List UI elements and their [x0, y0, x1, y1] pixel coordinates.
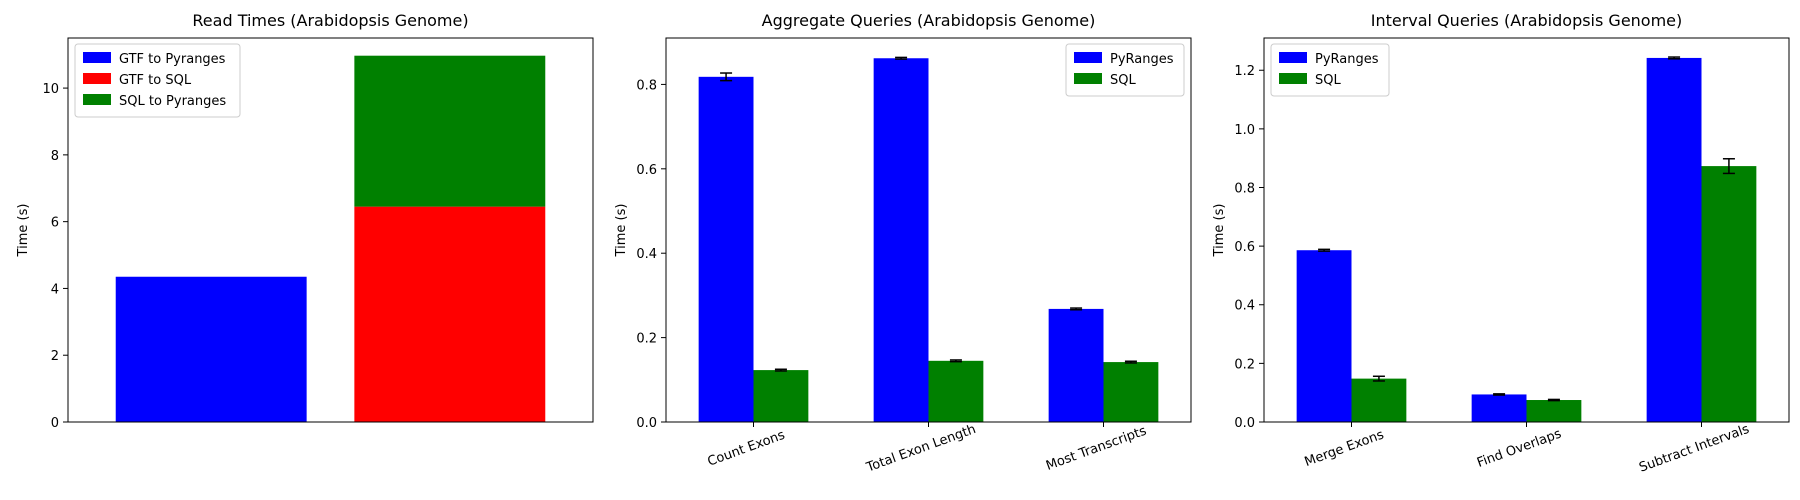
y-tick-label: 2 — [51, 349, 59, 364]
legend: PyRanges SQL — [1065, 43, 1185, 97]
y-tick-label: 0.4 — [1234, 299, 1255, 314]
y-tick-label: 0.6 — [636, 163, 657, 178]
chart-panel-3: Interval Queries (Arabidopsis Genome) 0.0… — [1212, 11, 1790, 476]
legend-label: PyRanges — [1315, 52, 1379, 67]
bar-sql-3 — [1701, 166, 1757, 422]
plot-frame — [67, 37, 594, 423]
legend-label: SQL — [1110, 73, 1136, 88]
y-tick-label: 0.2 — [636, 332, 657, 347]
y-tick-label: 0.0 — [636, 416, 657, 431]
plot-frame — [1263, 37, 1790, 423]
plot-frame — [665, 37, 1192, 423]
bar-gtf-to-sql — [354, 206, 546, 422]
y-axis-label: Time (s) — [16, 204, 31, 258]
chart-title: Aggregate Queries (Arabidopsis Genome) — [762, 11, 1096, 30]
legend: PyRanges SQL — [1270, 43, 1390, 97]
y-tick-label: 0.0 — [1234, 416, 1255, 431]
chart-panel-1: Read Times (Arabidopsis Genome) 0 2 4 6 8 10 Ti… — [16, 11, 594, 431]
legend-label: GTF to SQL — [119, 73, 192, 88]
legend-swatch — [83, 94, 111, 105]
x-tick-label: Merge Exons — [1303, 427, 1387, 470]
y-axis-label: Time (s) — [614, 204, 629, 258]
y-tick-label: 8 — [51, 149, 59, 164]
legend-swatch — [1279, 73, 1307, 84]
y-tick-label: 0.8 — [636, 78, 657, 93]
bar-sql-to-pyranges — [354, 55, 546, 207]
legend-swatch — [83, 73, 111, 84]
bar-sql-1 — [1351, 378, 1407, 422]
bar-sql-3 — [1103, 362, 1159, 422]
y-axis-label: Time (s) — [1212, 204, 1227, 258]
x-tick-label: Subtract Intervals — [1637, 422, 1751, 476]
y-tick-label: 0.4 — [636, 247, 657, 262]
legend-label: GTF to Pyranges — [119, 52, 226, 67]
chart-title: Read Times (Arabidopsis Genome) — [192, 11, 468, 30]
x-tick-label: Count Exons — [706, 428, 788, 470]
legend-swatch — [1074, 52, 1102, 63]
bar-sql-1 — [753, 370, 809, 422]
y-tick-label: 1.0 — [1234, 123, 1255, 138]
bar-sql-2 — [1526, 400, 1582, 422]
legend-swatch — [1074, 73, 1102, 84]
legend-label: SQL — [1315, 73, 1341, 88]
legend: GTF to Pyranges GTF to SQL SQL to Pyranges — [74, 43, 241, 118]
legend-swatch — [1279, 52, 1307, 63]
y-tick-label: 10 — [42, 82, 59, 97]
y-tick-label: 1.2 — [1234, 64, 1255, 79]
y-tick-label: 4 — [51, 282, 59, 297]
x-tick-label: Total Exon Length — [864, 422, 978, 476]
bar-gtf-to-pyranges — [115, 276, 307, 422]
x-tick-label: Find Overlaps — [1475, 426, 1564, 470]
bar-pyranges-1 — [698, 76, 754, 423]
chart-title: Interval Queries (Arabidopsis Genome) — [1371, 11, 1683, 30]
y-tick-label: 6 — [51, 216, 59, 231]
y-tick-label: 0.2 — [1234, 357, 1255, 372]
bar-pyranges-2 — [1471, 394, 1527, 422]
legend-label: PyRanges — [1110, 52, 1174, 67]
bar-pyranges-1 — [1296, 250, 1352, 422]
bar-pyranges-2 — [873, 58, 929, 422]
x-tick-label: Most Transcripts — [1044, 424, 1149, 474]
y-tick-label: 0.6 — [1234, 240, 1255, 255]
legend-label: SQL to Pyranges — [119, 94, 226, 109]
bar-pyranges-3 — [1646, 57, 1702, 422]
bar-pyranges-3 — [1048, 308, 1104, 422]
y-tick-label: 0 — [51, 416, 59, 431]
legend-swatch — [83, 52, 111, 63]
y-tick-label: 0.8 — [1234, 181, 1255, 196]
legend-box — [74, 43, 241, 118]
bar-sql-2 — [928, 360, 984, 422]
chart-panel-2: Aggregate Queries (Arabidopsis Genome) 0.… — [614, 11, 1192, 476]
